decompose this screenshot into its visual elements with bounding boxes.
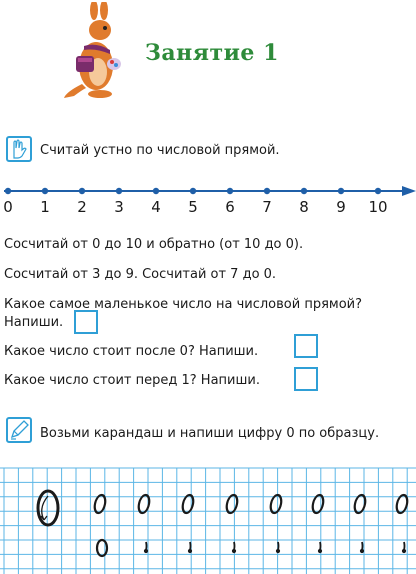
number-line-point xyxy=(300,187,308,195)
zero-start-hook xyxy=(145,541,148,551)
number-line-point xyxy=(226,187,234,195)
question-after-zero: Какое число стоит после 0? Напиши. xyxy=(4,344,259,359)
question-count-0-10: Сосчитай от 0 до 10 и обратно (от 10 до … xyxy=(4,237,304,252)
number-line-label: 9 xyxy=(336,198,346,216)
practice-zero-sample xyxy=(395,493,409,515)
number-line-label: 7 xyxy=(262,198,272,216)
number-line-label: 10 xyxy=(368,198,387,216)
zero-start-hook xyxy=(233,541,236,551)
number-line-label: 8 xyxy=(299,198,309,216)
number-line-point xyxy=(337,187,345,195)
number-line: 0 1 2 3 4 5 6 7 8 9 10 xyxy=(3,186,416,216)
number-line-point xyxy=(152,187,160,195)
practice-zero-sample xyxy=(353,493,367,515)
zero-start-hook xyxy=(277,541,280,551)
number-line-label: 2 xyxy=(77,198,87,216)
zero-start-dot xyxy=(359,548,365,554)
number-line-point xyxy=(115,187,123,195)
zero-start-hook xyxy=(403,541,406,551)
answer-box-after-zero[interactable] xyxy=(294,334,318,358)
question-count-3-9: Сосчитай от 3 до 9. Сосчитай от 7 до 0. xyxy=(4,267,277,282)
zero-start-hook xyxy=(361,541,364,551)
number-line-point xyxy=(78,187,86,195)
number-line-label: 5 xyxy=(188,198,198,216)
stroke-direction-arrow xyxy=(40,495,49,521)
practice-zero-sample xyxy=(181,493,195,515)
practice-zero-sample xyxy=(93,493,107,515)
practice-zero-sample xyxy=(269,493,283,515)
number-line-point xyxy=(189,187,197,195)
practice-zero-sample xyxy=(95,538,109,558)
practice-zero-sample xyxy=(311,493,325,515)
number-line-point xyxy=(4,187,12,195)
zero-start-dot xyxy=(231,548,237,554)
zero-start-dot xyxy=(187,548,193,554)
question-smallest-number: Какое самое маленькое число на числовой … xyxy=(4,297,363,312)
zero-start-dot xyxy=(143,548,149,554)
number-line-point xyxy=(263,187,271,195)
zero-start-dot xyxy=(275,548,281,554)
practice-zero-sample xyxy=(225,493,239,515)
writing-practice-grid[interactable] xyxy=(0,462,416,574)
number-line-label: 4 xyxy=(151,198,161,216)
number-line-label: 1 xyxy=(40,198,50,216)
number-line-point xyxy=(41,187,49,195)
answer-box-before-one[interactable] xyxy=(294,367,318,391)
number-line-label: 6 xyxy=(225,198,235,216)
kangaroo-mascot-illustration xyxy=(64,2,121,98)
lesson-title: Занятие 1 xyxy=(145,40,279,66)
zero-start-dot xyxy=(401,548,407,554)
number-line-point xyxy=(374,187,382,195)
question-smallest-number-write: Напиши. xyxy=(4,315,64,330)
practice-zero-sample xyxy=(137,493,151,515)
pencil-icon xyxy=(6,417,32,443)
hand-count-icon xyxy=(6,136,32,162)
question-before-one: Какое число стоит перед 1? Напиши. xyxy=(4,373,260,388)
number-line-label: 3 xyxy=(114,198,124,216)
zero-start-hook xyxy=(319,541,322,551)
answer-box-smallest[interactable] xyxy=(74,310,98,334)
zero-start-dot xyxy=(317,548,323,554)
number-line-label: 0 xyxy=(3,198,13,216)
task-1-instruction: Считай устно по числовой прямой. xyxy=(40,143,280,158)
sample-zero-digit xyxy=(36,489,60,527)
zero-start-hook xyxy=(189,541,192,551)
task-2-instruction: Возьми карандаш и напиши цифру 0 по обра… xyxy=(40,426,380,441)
